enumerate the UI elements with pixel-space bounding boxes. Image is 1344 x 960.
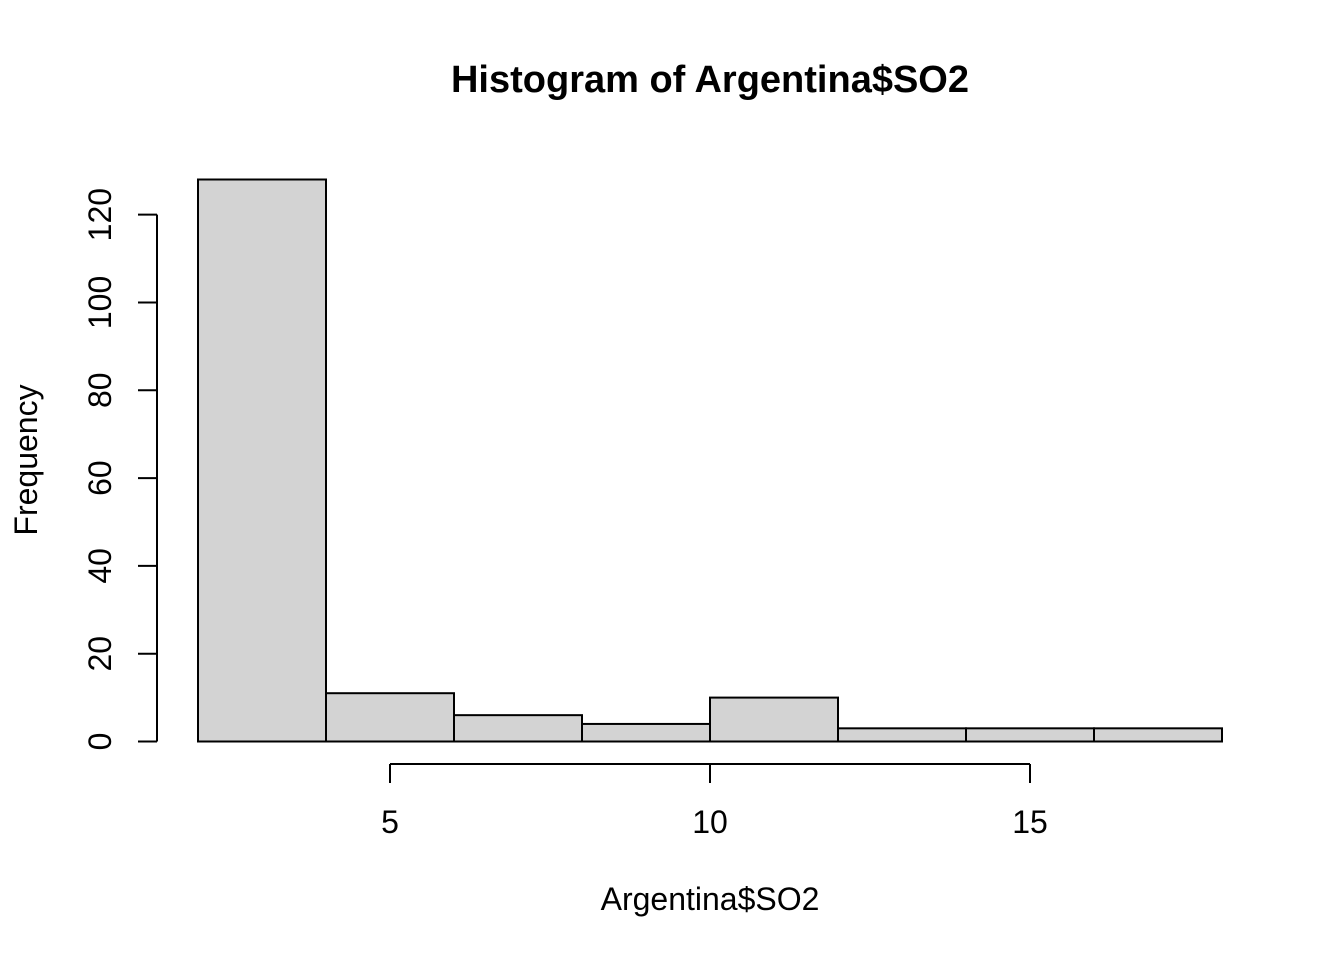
y-tick-label-20: 20 xyxy=(82,636,118,672)
histogram-bar-1 xyxy=(325,692,455,743)
histogram-bar-6 xyxy=(965,727,1095,743)
x-tick-label-5: 5 xyxy=(381,804,399,840)
y-tick-label-120: 120 xyxy=(82,188,118,241)
histogram-bar-5 xyxy=(837,727,967,743)
chart-title: Histogram of Argentina$SO2 xyxy=(451,59,969,101)
histogram-bar-4 xyxy=(709,696,839,743)
bars-group xyxy=(197,178,1223,743)
x-tick-label-15: 15 xyxy=(1012,804,1048,840)
x-tick-label-10: 10 xyxy=(692,804,728,840)
y-axis-label: Frequency xyxy=(8,384,44,535)
y-tick-label-0: 0 xyxy=(82,733,118,751)
histogram-bar-7 xyxy=(1093,727,1223,743)
y-tick-label-40: 40 xyxy=(82,548,118,584)
y-axis: 0 20 40 60 80 100 120 xyxy=(82,188,158,751)
histogram-bar-3 xyxy=(581,722,711,743)
x-axis: 5 10 15 xyxy=(381,763,1048,840)
y-tick-label-60: 60 xyxy=(82,460,118,496)
y-tick-label-100: 100 xyxy=(82,276,118,329)
histogram-bar-2 xyxy=(453,714,583,743)
histogram-bar-0 xyxy=(197,178,327,743)
x-axis-label: Argentina$SO2 xyxy=(601,881,820,917)
y-tick-label-80: 80 xyxy=(82,372,118,408)
